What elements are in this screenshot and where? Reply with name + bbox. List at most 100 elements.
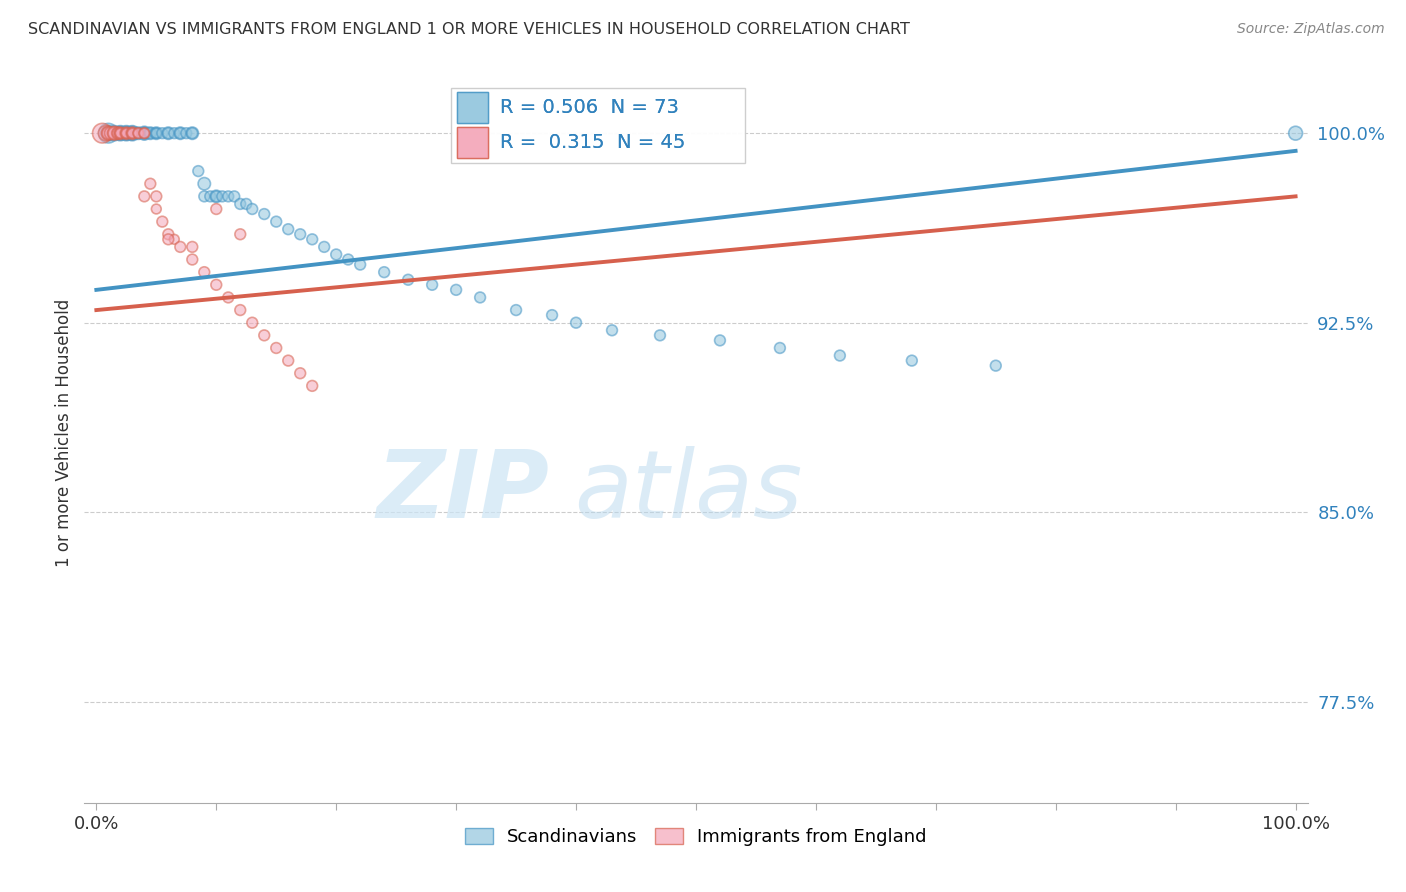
Point [229,303,252,318]
Point [139,126,162,140]
Point [121,126,143,140]
Point [110,126,132,140]
Point [468,290,491,304]
Point [901,353,924,368]
Point [110,126,132,140]
Point [115,126,138,140]
Point [157,232,180,246]
Point [240,202,263,216]
Point [139,126,162,140]
Point [150,214,173,228]
Point [229,197,252,211]
Point [110,126,132,140]
Point [253,207,276,221]
Point [115,126,138,140]
Point [264,341,287,355]
Text: SCANDINAVIAN VS IMMIGRANTS FROM ENGLAND 1 OR MORE VEHICLES IN HOUSEHOLD CORRELAT: SCANDINAVIAN VS IMMIGRANTS FROM ENGLAND … [28,22,910,37]
Point [127,126,149,140]
FancyBboxPatch shape [457,127,488,158]
Point [110,126,132,140]
Point [314,240,336,254]
Point [277,353,299,368]
Point [187,164,209,178]
Point [205,202,228,216]
Point [134,126,156,140]
Point [235,197,257,211]
Point [145,189,167,203]
Point [264,214,287,228]
Point [205,189,228,203]
Point [193,189,215,203]
Legend: Scandinavians, Immigrants from England: Scandinavians, Immigrants from England [458,821,934,853]
Point [127,126,149,140]
Point [134,126,156,140]
Point [134,126,156,140]
Point [115,126,138,140]
Text: Source: ZipAtlas.com: Source: ZipAtlas.com [1237,22,1385,37]
Point [396,273,419,287]
Point [217,290,239,304]
Point [107,126,129,140]
Text: R =  0.315  N = 45: R = 0.315 N = 45 [501,133,686,152]
Y-axis label: 1 or more Vehicles in Household: 1 or more Vehicles in Household [55,299,73,566]
Point [181,126,204,140]
Point [145,126,167,140]
Point [103,126,125,140]
Point [648,328,671,343]
Point [97,126,120,140]
Point [100,126,122,140]
Point [301,232,323,246]
Point [121,126,143,140]
Point [169,126,191,140]
Point [565,316,588,330]
Point [290,227,312,242]
Text: R = 0.506  N = 73: R = 0.506 N = 73 [501,98,679,117]
Point [127,126,149,140]
Point [91,126,114,140]
Point [253,328,276,343]
Point [115,126,138,140]
Point [505,303,527,318]
Point [103,126,125,140]
Point [200,189,222,203]
Text: R = 0.506  N = 73: R = 0.506 N = 73 [501,98,679,117]
Point [115,126,138,140]
Point [145,126,167,140]
Point [224,189,246,203]
Point [121,126,143,140]
Point [97,126,120,140]
Point [134,126,156,140]
Text: atlas: atlas [574,446,801,537]
Point [110,126,132,140]
Point [290,366,312,380]
Point [181,240,204,254]
Point [541,308,564,322]
Point [325,247,347,261]
Point [163,126,186,140]
Point [205,189,228,203]
FancyBboxPatch shape [457,127,488,158]
Point [277,222,299,236]
Point [127,126,149,140]
Point [240,316,263,330]
Point [211,189,233,203]
FancyBboxPatch shape [457,92,488,123]
Point [181,126,204,140]
Point [150,126,173,140]
Point [97,126,120,140]
Point [217,189,239,203]
Point [193,177,215,191]
Point [139,177,162,191]
Point [121,126,143,140]
Point [420,277,443,292]
Point [337,252,360,267]
Point [169,240,191,254]
Point [121,126,143,140]
Point [229,227,252,242]
Point [157,126,180,140]
Point [157,126,180,140]
Point [828,349,851,363]
Point [169,126,191,140]
Text: R =  0.315  N = 45: R = 0.315 N = 45 [501,133,686,152]
Point [121,126,143,140]
